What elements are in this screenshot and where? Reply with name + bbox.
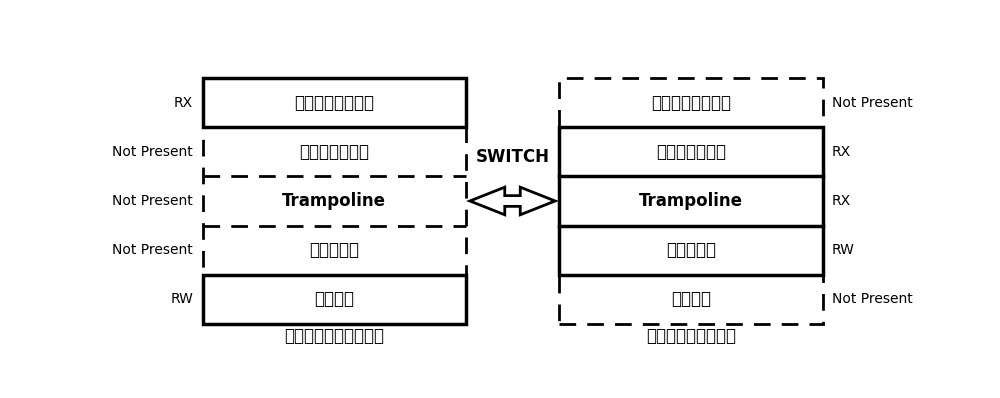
Bar [202, 78, 466, 324]
Bar [559, 127, 822, 275]
Text: RW: RW [170, 292, 193, 306]
Text: RX: RX [174, 96, 193, 110]
Text: Not Present: Not Present [832, 292, 913, 306]
Text: 内核数据: 内核数据 [314, 290, 354, 308]
Text: Trampoline: Trampoline [639, 192, 743, 210]
Text: 非可信数据: 非可信数据 [666, 241, 716, 259]
Text: Not Present: Not Present [832, 96, 913, 110]
Text: 非可信数据: 非可信数据 [309, 241, 359, 259]
Text: SWITCH: SWITCH [476, 148, 550, 166]
Text: 非可信空间代码: 非可信空间代码 [299, 143, 369, 161]
Text: RX: RX [832, 194, 851, 208]
Text: 非可信空间代码: 非可信空间代码 [656, 143, 726, 161]
Text: 非可信空间内存映射: 非可信空间内存映射 [646, 327, 736, 345]
Text: 内核数据: 内核数据 [671, 290, 711, 308]
Polygon shape [470, 187, 555, 215]
Text: RW: RW [832, 243, 855, 257]
Bar [202, 78, 466, 127]
Text: Not Present: Not Present [112, 194, 193, 208]
Text: Trampoline: Trampoline [282, 192, 386, 210]
Bar [202, 275, 466, 324]
Bar [559, 78, 822, 324]
Text: 可信内核空间代码: 可信内核空间代码 [294, 94, 374, 112]
Text: Not Present: Not Present [112, 243, 193, 257]
Text: 可信内核空间内存映射: 可信内核空间内存映射 [284, 327, 384, 345]
Text: RX: RX [832, 145, 851, 159]
Text: 可信内核空间代码: 可信内核空间代码 [651, 94, 731, 112]
Text: Not Present: Not Present [112, 145, 193, 159]
